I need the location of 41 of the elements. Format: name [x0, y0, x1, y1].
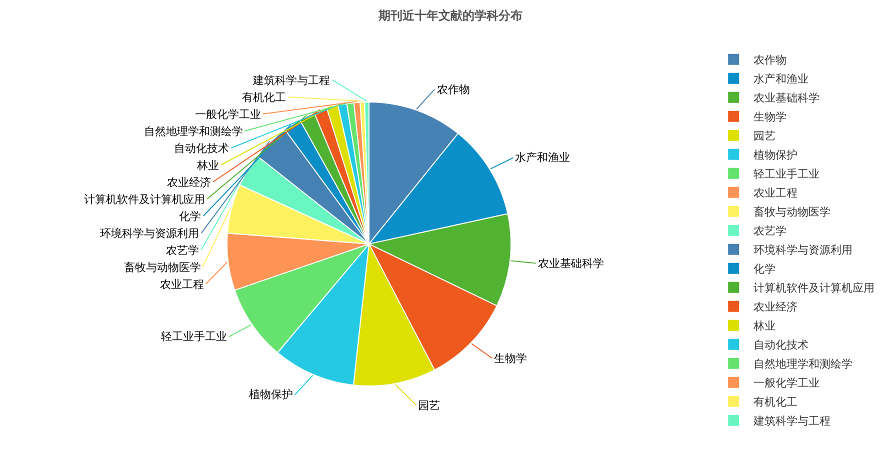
slice-label: 有机化工: [242, 91, 286, 104]
slice-label: 自然地理学和测绘学: [144, 125, 243, 138]
slice-label: 一般化学工业: [195, 108, 261, 121]
slice-label: 畜牧与动物医学: [124, 261, 201, 274]
slice-label: 生物学: [494, 352, 527, 365]
slice-label: 自动化技术: [174, 142, 229, 155]
slice-label: 建筑科学与工程: [252, 74, 330, 87]
slice-label: 植物保护: [249, 388, 293, 401]
slice-label: 农业经济: [167, 176, 211, 189]
legend-label: 化学: [754, 262, 776, 276]
legend-label: 一般化学工业: [754, 376, 820, 390]
legend-label: 植物保护: [754, 148, 798, 162]
slice-label: 环境科学与资源利用: [100, 227, 199, 240]
legend-label: 有机化工: [754, 396, 798, 409]
slice-label: 林业: [196, 159, 219, 172]
slice-label: 农艺学: [166, 244, 199, 257]
slice-label: 水产和渔业: [515, 151, 570, 164]
legend-label: 农艺学: [754, 224, 787, 238]
legend-label: 轻工业手工业: [754, 168, 820, 181]
slice-label: 农业工程: [160, 278, 204, 291]
slice-label: 计算机软件及计算机应用: [84, 193, 205, 206]
legend-label: 农业经济: [754, 300, 798, 314]
legend-label: 畜牧与动物医学: [754, 206, 831, 219]
legend-label: 农业基础科学: [754, 92, 820, 105]
legend-label: 建筑科学与工程: [752, 414, 831, 428]
legend-label: 计算机软件及计算机应用: [754, 282, 875, 295]
slice-label: 农业基础科学: [538, 257, 604, 270]
legend-label: 自然地理学和测绘学: [754, 358, 853, 371]
legend-label: 农业工程: [754, 186, 798, 200]
legend-label: 园艺: [754, 130, 776, 143]
legend-label: 生物学: [754, 110, 787, 124]
legend-label: 林业: [752, 320, 776, 333]
legend-label: 环境科学与资源利用: [754, 244, 853, 257]
legend-label: 水产和渔业: [754, 72, 809, 86]
slice-label: 农作物: [437, 83, 470, 96]
slice-label: 轻工业手工业: [161, 330, 227, 343]
slice-label: 园艺: [418, 399, 440, 412]
slice-label: 化学: [179, 210, 201, 223]
chart-title: 期刊近十年文献的学科分布: [377, 8, 522, 23]
legend-label: 自动化技术: [754, 338, 809, 352]
legend-label: 农作物: [754, 54, 787, 67]
